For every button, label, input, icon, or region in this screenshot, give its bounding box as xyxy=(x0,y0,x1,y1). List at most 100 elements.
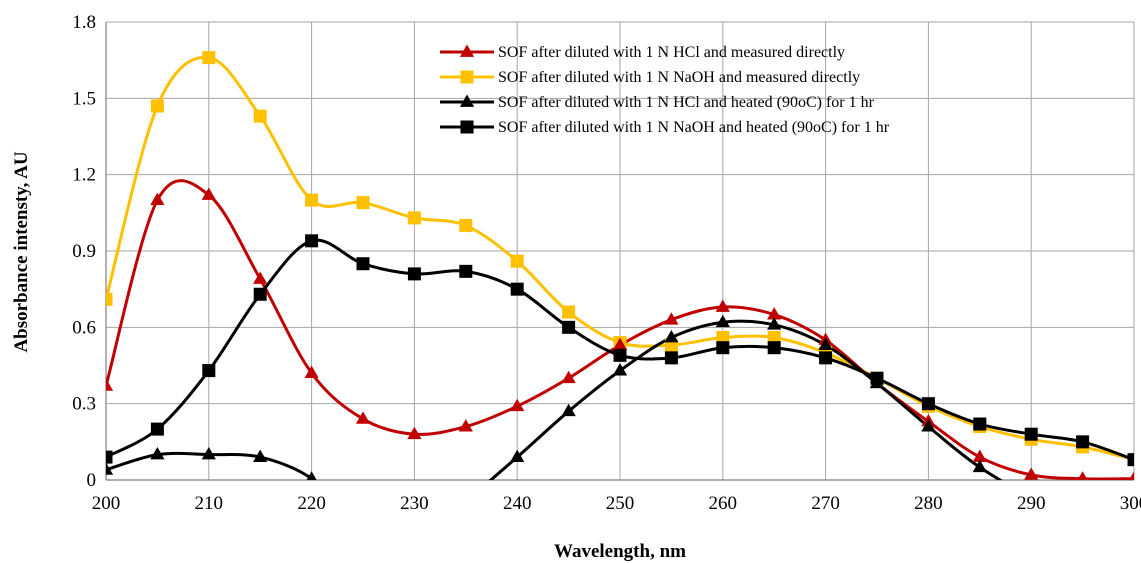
data-point-series-3 xyxy=(201,447,216,460)
gridlines xyxy=(106,21,1135,480)
data-point-series-3 xyxy=(921,419,936,432)
data-point-series-2 xyxy=(767,331,781,345)
y-tick-label: 1.5 xyxy=(72,88,96,109)
data-point-series-1 xyxy=(1128,471,1134,480)
data-point-series-4 xyxy=(356,257,370,271)
data-point-series-4 xyxy=(459,264,473,278)
legend-label: SOF after diluted with 1 N HCl and heate… xyxy=(498,94,875,111)
data-point-series-3 xyxy=(612,363,628,376)
data-point-series-1 xyxy=(304,365,319,379)
data-point-series-4 xyxy=(819,351,833,365)
x-tick-label: 210 xyxy=(195,493,224,514)
data-point-series-1 xyxy=(253,271,268,284)
data-point-series-2 xyxy=(253,109,267,123)
data-point-series-3 xyxy=(972,459,987,473)
series-line-1 xyxy=(106,179,1134,480)
data-point-series-1 xyxy=(106,378,114,391)
series-markers xyxy=(106,51,1134,480)
data-point-series-3 xyxy=(818,337,833,351)
data-point-series-4 xyxy=(1024,427,1038,441)
x-tick-label: 230 xyxy=(400,493,429,514)
x-tick-label: 260 xyxy=(709,493,738,514)
data-point-series-1 xyxy=(767,307,782,320)
data-point-series-1 xyxy=(150,192,165,205)
data-point-series-2 xyxy=(459,219,473,233)
legend-label: SOF after diluted with 1 N HCl and measu… xyxy=(498,44,845,61)
data-point-series-4 xyxy=(973,417,987,431)
x-tick-label: 240 xyxy=(503,493,532,514)
y-tick-label: 0.3 xyxy=(72,394,96,415)
data-point-series-4 xyxy=(202,364,216,378)
y-tick-label: 1.8 xyxy=(72,12,96,33)
data-point-series-1 xyxy=(561,370,576,384)
data-point-series-3 xyxy=(664,330,679,343)
legend: SOF after diluted with 1 N HCl and measu… xyxy=(440,44,890,136)
y-tick-label: 0.9 xyxy=(72,241,96,262)
data-point-series-1 xyxy=(1024,467,1039,480)
legend-swatch-marker xyxy=(460,120,474,134)
axes: 0 0.3 0.6 0.9 1.2 1.5 1.8 200 210 220 230 240 250 260… xyxy=(72,12,1141,514)
data-point-series-2 xyxy=(562,305,576,319)
data-point-series-4 xyxy=(106,450,113,464)
data-point-series-4 xyxy=(150,422,164,436)
data-point-series-2 xyxy=(716,331,730,345)
data-point-series-1 xyxy=(1077,471,1088,480)
data-point-series-4 xyxy=(407,267,421,281)
data-point-series-1 xyxy=(510,398,525,412)
series-line-2 xyxy=(106,55,1134,462)
legend-item-3: SOF after diluted with 1 N HCl and heate… xyxy=(440,94,875,111)
x-tick-label: 300 xyxy=(1120,493,1141,514)
data-point-series-3 xyxy=(106,462,114,475)
data-point-series-1 xyxy=(355,411,371,424)
data-point-series-2 xyxy=(510,254,524,268)
x-tick-label: 220 xyxy=(297,493,326,514)
series-line-3 xyxy=(488,319,1003,480)
data-point-series-2 xyxy=(356,196,370,210)
legend-item-2: SOF after diluted with 1 N NaOH and meas… xyxy=(440,69,860,86)
data-point-series-1 xyxy=(664,312,679,325)
x-tick-label: 250 xyxy=(606,493,635,514)
data-point-series-1 xyxy=(407,426,422,440)
data-point-series-1 xyxy=(201,187,216,200)
data-point-series-2 xyxy=(150,99,164,113)
legend-swatch-marker xyxy=(460,70,474,84)
data-point-series-4 xyxy=(716,341,730,355)
legend-swatch-marker xyxy=(459,94,475,107)
data-point-series-4 xyxy=(664,351,678,365)
legend-swatch-marker xyxy=(459,44,475,57)
data-point-series-4 xyxy=(253,287,267,301)
data-point-series-4 xyxy=(1076,435,1090,449)
y-tick-label: 0.6 xyxy=(72,317,96,338)
data-point-series-3 xyxy=(306,471,317,480)
x-axis-title: Wavelength, nm xyxy=(554,541,686,562)
legend-label: SOF after diluted with 1 N NaOH and meas… xyxy=(498,69,860,86)
legend-item-4: SOF after diluted with 1 N NaOH and heat… xyxy=(440,119,890,136)
legend-item-1: SOF after diluted with 1 N HCl and measu… xyxy=(440,44,845,61)
y-axis-title: Absorbance intensty, AU xyxy=(11,151,32,352)
data-point-series-4 xyxy=(305,234,319,248)
data-point-series-1 xyxy=(972,449,987,462)
legend-label: SOF after diluted with 1 N NaOH and heat… xyxy=(498,119,890,136)
data-point-series-1 xyxy=(612,337,628,351)
data-point-series-3 xyxy=(150,447,165,460)
data-point-series-4 xyxy=(1127,453,1134,467)
data-point-series-4 xyxy=(921,397,935,411)
data-point-series-1 xyxy=(458,419,473,432)
data-point-series-4 xyxy=(613,348,627,362)
x-tick-label: 270 xyxy=(811,493,840,514)
data-point-series-3 xyxy=(510,449,525,462)
data-point-series-1 xyxy=(715,299,730,312)
data-point-series-4 xyxy=(510,282,524,296)
y-tick-label: 1.2 xyxy=(72,165,96,186)
data-point-series-3 xyxy=(767,317,782,330)
data-point-series-3 xyxy=(715,314,730,328)
x-tick-label: 200 xyxy=(92,493,121,514)
data-point-series-3 xyxy=(561,403,576,417)
data-point-series-2 xyxy=(407,211,421,225)
y-tick-label: 0 xyxy=(87,470,97,491)
data-point-series-3 xyxy=(869,375,885,389)
data-point-series-3 xyxy=(253,449,268,462)
data-point-series-2 xyxy=(106,292,113,306)
data-point-series-4 xyxy=(562,320,576,334)
